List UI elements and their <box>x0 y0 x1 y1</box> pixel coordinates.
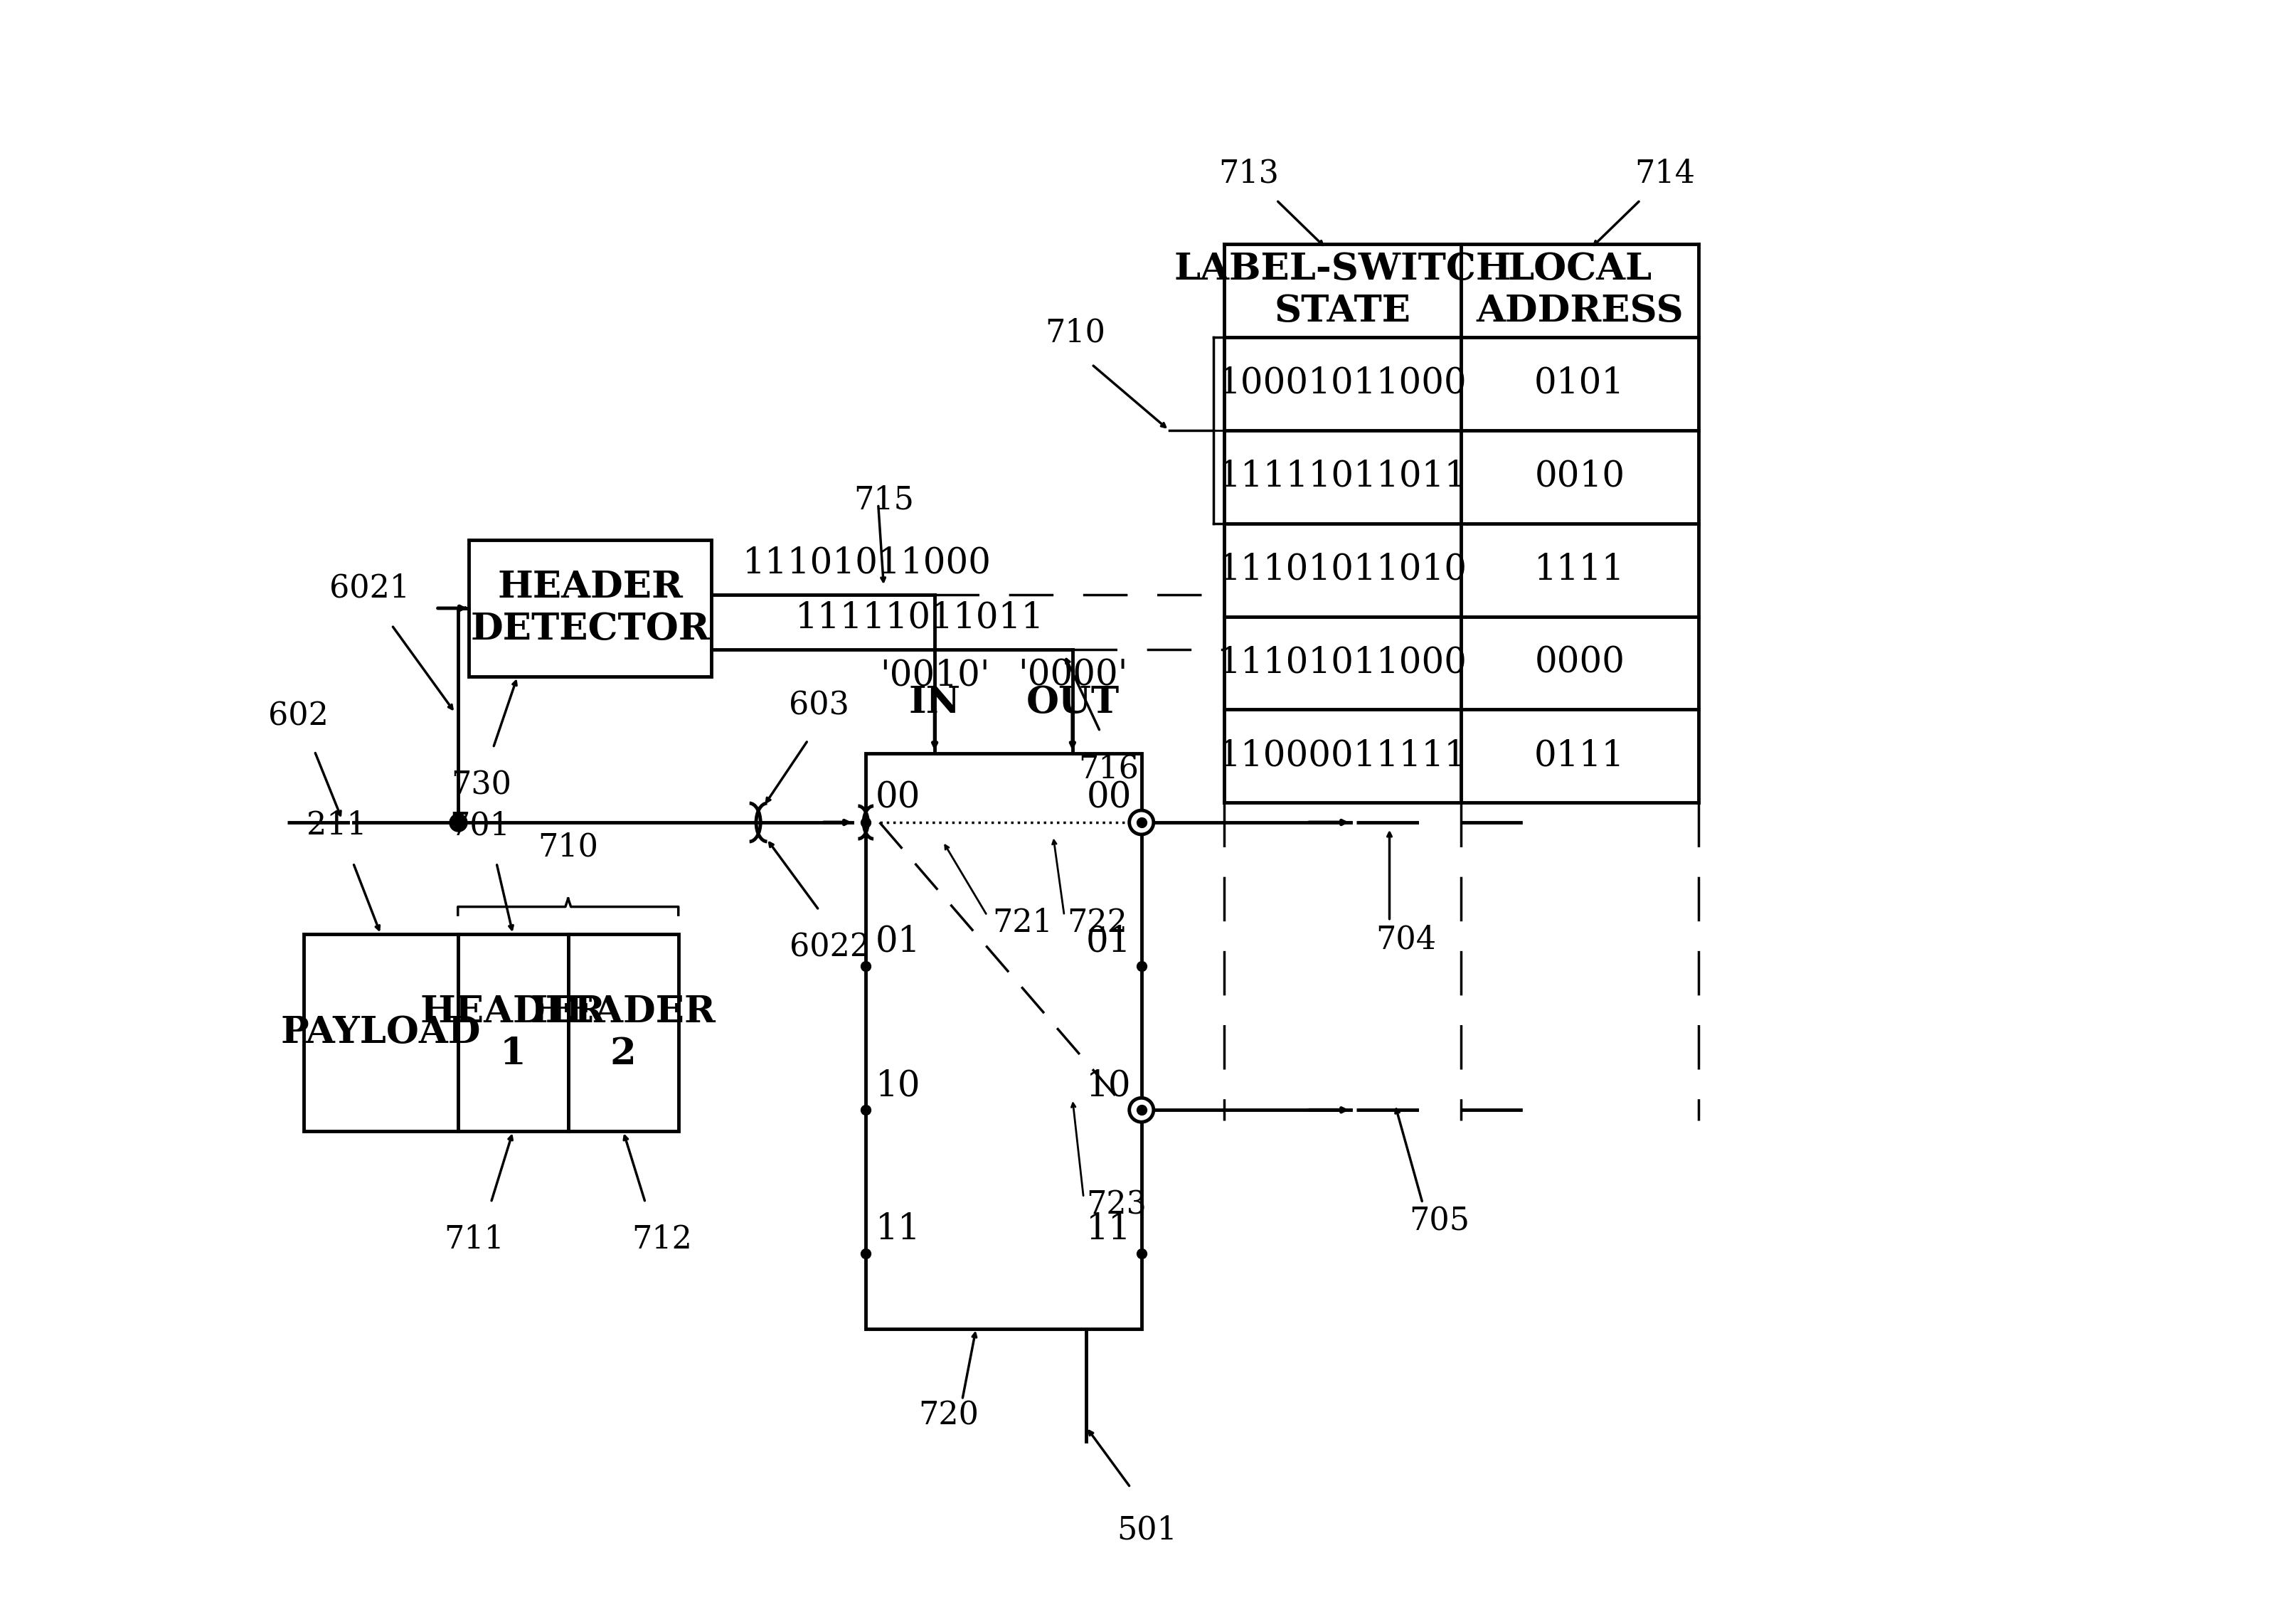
Text: 00: 00 <box>875 780 921 816</box>
Text: 730: 730 <box>450 770 512 801</box>
Text: 0000: 0000 <box>1534 646 1626 681</box>
Text: 722: 722 <box>1068 908 1127 939</box>
Text: '0000': '0000' <box>1017 659 1127 693</box>
Text: 11101011000: 11101011000 <box>742 545 992 581</box>
Text: 10001011000: 10001011000 <box>1219 367 1467 401</box>
Text: HEADER
2: HEADER 2 <box>530 994 716 1072</box>
Text: 705: 705 <box>1410 1207 1469 1238</box>
Text: 0101: 0101 <box>1534 367 1626 401</box>
Text: OUT: OUT <box>1026 684 1118 720</box>
Text: 701: 701 <box>450 811 510 842</box>
Text: 723: 723 <box>1086 1191 1146 1220</box>
Text: 710: 710 <box>537 832 599 863</box>
Text: 11000011111: 11000011111 <box>1219 738 1467 774</box>
Text: 602: 602 <box>269 701 328 732</box>
Text: 00: 00 <box>1086 780 1132 816</box>
Text: 10: 10 <box>875 1069 921 1103</box>
Text: 11: 11 <box>1086 1212 1132 1247</box>
Text: 6022: 6022 <box>790 933 870 963</box>
Text: 01: 01 <box>875 925 921 960</box>
Text: 713: 713 <box>1219 159 1279 190</box>
Text: 711: 711 <box>443 1225 505 1255</box>
Text: 501: 501 <box>1116 1515 1178 1546</box>
Text: 0010: 0010 <box>1534 459 1626 495</box>
Bar <box>457 934 567 1132</box>
Text: '0010': '0010' <box>879 659 990 693</box>
Text: 0111: 0111 <box>1534 738 1626 774</box>
Text: 11111011011: 11111011011 <box>794 600 1045 636</box>
Text: 11101011010: 11101011010 <box>1219 551 1467 587</box>
Circle shape <box>1130 811 1153 834</box>
Text: LABEL-SWITCH
STATE: LABEL-SWITCH STATE <box>1173 251 1511 329</box>
Bar <box>303 934 457 1132</box>
Text: 11111011011: 11111011011 <box>1217 459 1467 495</box>
Text: 11101011000: 11101011000 <box>1219 646 1467 681</box>
Text: 704: 704 <box>1375 925 1437 955</box>
Bar <box>468 540 712 676</box>
Bar <box>866 753 1141 1328</box>
Text: HEADER
1: HEADER 1 <box>420 994 606 1072</box>
Text: 710: 710 <box>1045 318 1104 349</box>
Circle shape <box>1130 1098 1153 1122</box>
Text: 1111: 1111 <box>1534 551 1626 587</box>
Text: 211: 211 <box>305 811 367 842</box>
Text: 603: 603 <box>790 691 850 722</box>
Text: 721: 721 <box>992 908 1054 939</box>
Text: LOCAL
ADDRESS: LOCAL ADDRESS <box>1476 251 1683 329</box>
Text: HEADER
DETECTOR: HEADER DETECTOR <box>471 569 709 647</box>
Text: PAYLOAD: PAYLOAD <box>280 1015 480 1051</box>
Text: IN: IN <box>909 684 960 720</box>
Text: 10: 10 <box>1086 1069 1132 1103</box>
Text: 11: 11 <box>875 1212 921 1247</box>
Text: 715: 715 <box>854 485 914 516</box>
Text: 720: 720 <box>918 1400 978 1431</box>
Text: 716: 716 <box>1079 753 1139 783</box>
Bar <box>567 934 677 1132</box>
Text: 01: 01 <box>1086 925 1132 960</box>
Text: 714: 714 <box>1635 159 1694 190</box>
Text: 712: 712 <box>631 1225 691 1255</box>
Text: 6021: 6021 <box>328 573 411 603</box>
